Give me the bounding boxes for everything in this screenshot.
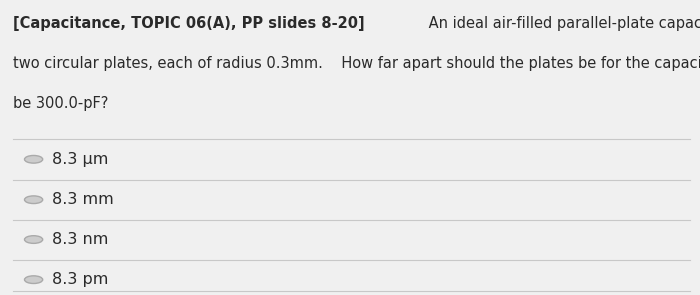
Text: 8.3 μm: 8.3 μm (52, 152, 109, 167)
Text: [Capacitance, TOPIC 06(A), PP slides 8-20]: [Capacitance, TOPIC 06(A), PP slides 8-2… (13, 16, 364, 31)
Text: two circular plates, each of radius 0.3mm.    How far apart should the plates be: two circular plates, each of radius 0.3m… (13, 56, 700, 71)
Text: 8.3 nm: 8.3 nm (52, 232, 109, 247)
Text: An ideal air-filled parallel-plate capacitor consists of: An ideal air-filled parallel-plate capac… (424, 16, 700, 31)
Text: be 300.0-pF?: be 300.0-pF? (13, 96, 108, 111)
Text: 8.3 pm: 8.3 pm (52, 272, 109, 287)
Text: 8.3 mm: 8.3 mm (52, 192, 114, 207)
